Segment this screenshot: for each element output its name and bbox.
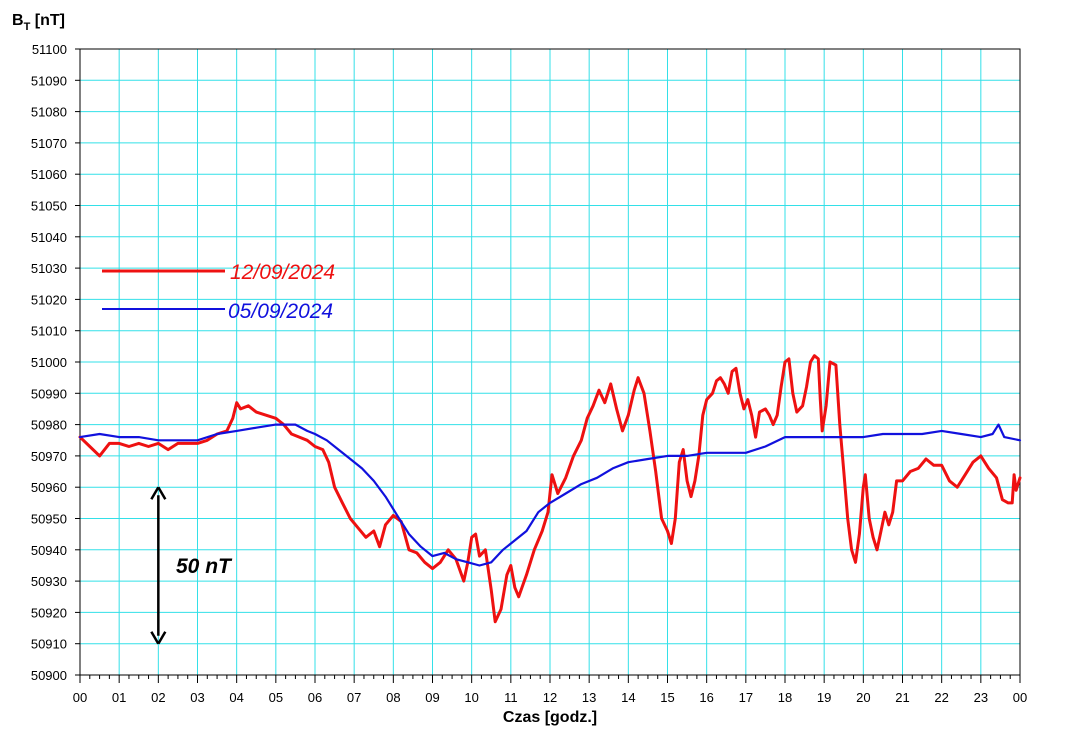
x-tick-label: 16 (699, 690, 713, 705)
legend: 12/09/2024 05/09/2024 (102, 261, 335, 323)
series-line-05-09-2024 (78, 423, 1022, 567)
x-tick-label: 13 (582, 690, 596, 705)
series-line-12-09-2024 (78, 354, 1022, 624)
x-tick-label: 17 (739, 690, 753, 705)
y-tick-label: 51010 (31, 324, 67, 339)
y-axis-label-main: B (12, 12, 24, 29)
y-tick-label: 50920 (31, 605, 67, 620)
y-tick-label: 50990 (31, 386, 67, 401)
x-tick-label: 15 (660, 690, 674, 705)
scale-annotation (150, 486, 167, 645)
y-tick-label: 51090 (31, 73, 67, 88)
x-ticks: 00 01 02 03 04 05 06 07 08 09 10 11 12 13 14 15 16 17 18 19… (73, 675, 1027, 705)
y-tick-label: 51060 (31, 167, 67, 182)
x-tick-label: 12 (543, 690, 557, 705)
y-tick-label: 50960 (31, 480, 67, 495)
y-tick-label: 51050 (31, 199, 67, 214)
x-axis-title: Czas [godz.] (503, 709, 597, 726)
y-tick-label: 50970 (31, 449, 67, 464)
x-tick-label: 00 (73, 690, 87, 705)
y-tick-label: 51030 (31, 261, 67, 276)
y-tick-label: 50930 (31, 574, 67, 589)
y-ticks: 50900 50910 50920 50930 50940 50950 50960 50970… (31, 42, 80, 683)
series-lines (78, 354, 1022, 624)
x-tick-label: 14 (621, 690, 635, 705)
y-axis-label-unit: [nT] (30, 12, 65, 29)
x-tick-label: 04 (229, 690, 243, 705)
y-axis-label-sub: T (24, 21, 31, 33)
scale-arrow-head-top (150, 486, 167, 500)
x-tick-label: 23 (974, 690, 988, 705)
y-tick-label: 50980 (31, 418, 67, 433)
x-tick-label: 18 (778, 690, 792, 705)
scale-arrow-head-bottom (150, 631, 167, 645)
y-tick-label: 51020 (31, 292, 67, 307)
x-tick-label: 06 (308, 690, 322, 705)
x-tick-label: 08 (386, 690, 400, 705)
y-tick-label: 51000 (31, 355, 67, 370)
x-tick-label: 01 (112, 690, 126, 705)
grid (79, 48, 1021, 676)
y-tick-label: 51040 (31, 230, 67, 245)
x-tick-label: 07 (347, 690, 361, 705)
x-tick-label: 21 (895, 690, 909, 705)
y-tick-label: 51080 (31, 105, 67, 120)
y-tick-label: 50940 (31, 543, 67, 558)
y-axis-title: BT [nT] (12, 12, 65, 33)
y-tick-label: 51070 (31, 136, 67, 151)
legend-label-12-09-2024: 12/09/2024 (230, 261, 335, 284)
x-tick-label: 20 (856, 690, 870, 705)
x-tick-label: 00 (1013, 690, 1027, 705)
scale-annotation-label: 50 nT (176, 555, 233, 578)
x-tick-label: 03 (190, 690, 204, 705)
legend-label-05-09-2024: 05/09/2024 (228, 300, 333, 323)
x-tick-label: 02 (151, 690, 165, 705)
y-tick-label: 50910 (31, 637, 67, 652)
x-tick-label: 19 (817, 690, 831, 705)
x-tick-label: 10 (464, 690, 478, 705)
x-tick-label: 09 (425, 690, 439, 705)
x-tick-label: 22 (934, 690, 948, 705)
y-tick-label: 50950 (31, 512, 67, 527)
y-tick-label: 50900 (31, 668, 67, 683)
x-tick-label: 11 (504, 690, 518, 705)
y-tick-label: 51100 (32, 42, 67, 57)
x-tick-label: 05 (269, 690, 283, 705)
